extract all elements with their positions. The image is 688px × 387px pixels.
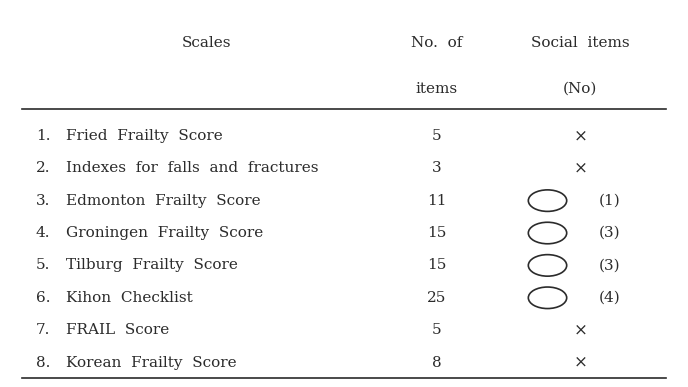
Text: 15: 15 <box>427 259 447 272</box>
Text: 8: 8 <box>431 356 441 370</box>
Text: 5: 5 <box>431 323 441 337</box>
Text: 3.: 3. <box>36 194 50 208</box>
Text: Scales: Scales <box>182 36 232 50</box>
Text: Tilburg  Frailty  Score: Tilburg Frailty Score <box>67 259 238 272</box>
Text: 15: 15 <box>427 226 447 240</box>
Text: FRAIL  Score: FRAIL Score <box>67 323 170 337</box>
Text: 3: 3 <box>431 161 441 175</box>
Text: 8.: 8. <box>36 356 50 370</box>
Text: 1.: 1. <box>36 129 50 143</box>
Text: Fried  Frailty  Score: Fried Frailty Score <box>67 129 223 143</box>
Text: Edmonton  Frailty  Score: Edmonton Frailty Score <box>67 194 261 208</box>
Text: ×: × <box>574 354 588 371</box>
Text: 7.: 7. <box>36 323 50 337</box>
Text: (3): (3) <box>599 259 620 272</box>
Text: ×: × <box>574 160 588 177</box>
Text: Korean  Frailty  Score: Korean Frailty Score <box>67 356 237 370</box>
Text: No.  of: No. of <box>411 36 462 50</box>
Text: 25: 25 <box>427 291 447 305</box>
Text: Kihon  Checklist: Kihon Checklist <box>67 291 193 305</box>
Text: ×: × <box>574 322 588 339</box>
Text: ×: × <box>574 127 588 144</box>
Text: 5: 5 <box>431 129 441 143</box>
Text: (1): (1) <box>599 194 620 208</box>
Text: 5.: 5. <box>36 259 50 272</box>
Text: 2.: 2. <box>36 161 50 175</box>
Text: (No): (No) <box>563 82 598 96</box>
Text: (3): (3) <box>599 226 620 240</box>
Text: items: items <box>416 82 458 96</box>
Text: 6.: 6. <box>36 291 50 305</box>
Text: Social  items: Social items <box>531 36 630 50</box>
Text: 11: 11 <box>427 194 447 208</box>
Text: Groningen  Frailty  Score: Groningen Frailty Score <box>67 226 264 240</box>
Text: (4): (4) <box>599 291 620 305</box>
Text: Indexes  for  falls  and  fractures: Indexes for falls and fractures <box>67 161 319 175</box>
Text: 4.: 4. <box>36 226 50 240</box>
